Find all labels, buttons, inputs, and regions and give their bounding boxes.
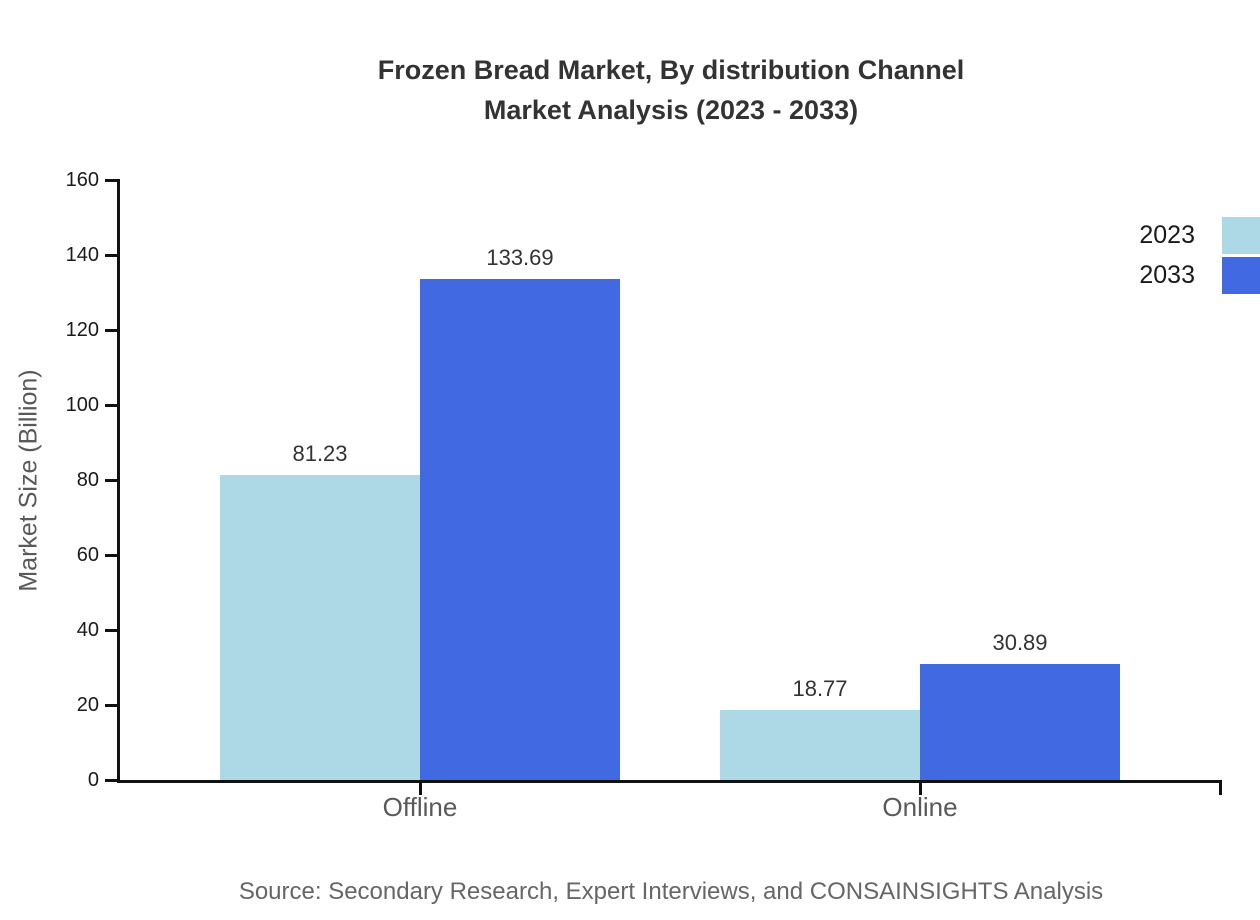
y-axis-line [117,179,120,783]
y-tick-label-140: 140 [65,244,99,266]
category-label-online: Online [882,792,958,822]
x-axis-end-tick [1219,780,1222,795]
y-tick-160 [105,179,118,182]
value-label-2033-offline: 133.69 [486,244,554,270]
y-tick-label-20: 20 [76,694,99,716]
legend-item-2033: 2033 [1139,257,1260,294]
y-tick-80 [105,479,118,482]
legend-swatch-2033 [1222,257,1260,294]
chart-title: Frozen Bread Market, By distribution Cha… [120,50,1222,130]
bar-2033-offline [420,278,620,780]
y-tick-label-160: 160 [65,169,99,191]
source-note: Source: Secondary Research, Expert Inter… [238,878,1104,905]
y-tick-label-80: 80 [76,469,99,491]
y-tick-label-60: 60 [76,544,99,566]
legend-label-2023: 2023 [1139,221,1195,249]
y-tick-60 [105,554,118,557]
chart-title-line2: Market Analysis (2023 - 2033) [483,95,859,125]
legend-item-2023: 2023 [1139,217,1260,254]
y-tick-label-120: 120 [65,319,99,341]
category-label-offline: Offline [382,792,458,822]
y-tick-120 [105,329,118,332]
y-tick-40 [105,629,118,632]
value-label-2033-online: 30.89 [992,630,1048,656]
y-tick-label-100: 100 [65,394,99,416]
bar-2023-online [720,709,920,780]
chart-title-line1: Frozen Bread Market, By distribution Cha… [377,55,965,85]
x-axis-line [117,780,1222,783]
value-label-2023-offline: 81.23 [292,441,348,467]
x-tick-offline [419,781,422,795]
y-tick-label-0: 0 [87,769,99,791]
x-tick-online [919,781,922,795]
y-tick-20 [105,704,118,707]
y-tick-0 [105,779,118,782]
legend-swatch-2023 [1222,217,1260,254]
y-tick-100 [105,404,118,407]
bar-2033-online [920,664,1120,780]
bar-2023-offline [220,475,420,780]
legend-label-2033: 2033 [1139,261,1195,289]
y-tick-label-40: 40 [76,619,99,641]
y-tick-140 [105,254,118,257]
value-label-2023-online: 18.77 [792,675,848,701]
legend: 2023 2033 [1139,217,1260,297]
